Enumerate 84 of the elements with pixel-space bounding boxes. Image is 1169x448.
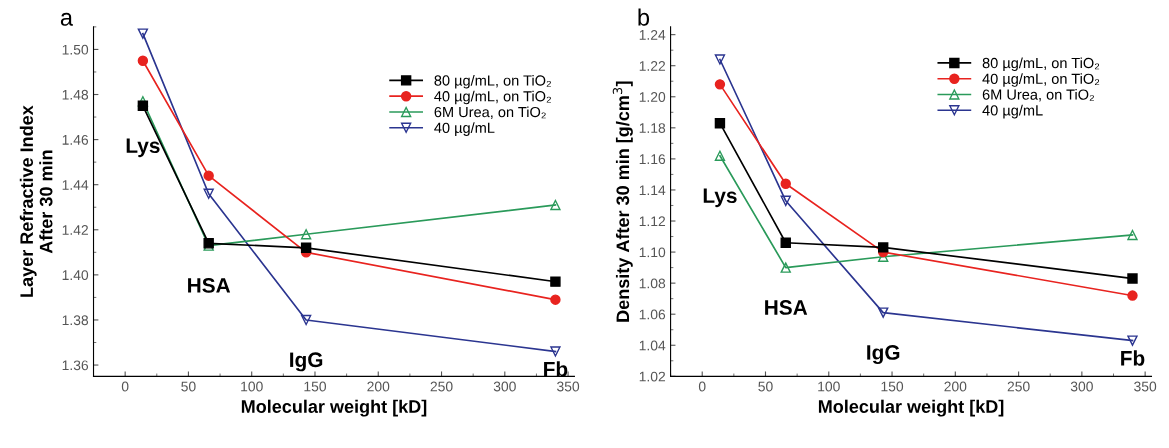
- y-tick-label: 1.40: [62, 270, 89, 281]
- x-tick-label: 0: [121, 381, 129, 392]
- annotation: Lys: [703, 188, 737, 208]
- y-tick-label: 1.16: [639, 154, 666, 165]
- y-tick-label: 1.18: [639, 123, 666, 133]
- point: [780, 178, 791, 189]
- y-tick-label: 1.02: [639, 371, 666, 382]
- point: [714, 54, 726, 65]
- point: [1127, 273, 1138, 284]
- x-tick-label: 50: [181, 381, 196, 392]
- x-tick-label: 100: [241, 381, 263, 392]
- x-tick-label: 150: [304, 381, 327, 392]
- legend-label: 40 µg/mL: [434, 122, 495, 136]
- x-tick-label: 200: [367, 381, 390, 392]
- y-tick-label: 1.10: [639, 247, 666, 258]
- legend-label: 6M Urea, on TiO₂: [434, 106, 546, 119]
- point: [780, 262, 791, 273]
- annotation: HSA: [765, 300, 808, 315]
- chart-title: b: [638, 8, 650, 26]
- x-axis-title: Molecular weight [kD]: [241, 399, 427, 417]
- y-tick-label: 1.24: [639, 29, 666, 40]
- annotation: IgG: [867, 345, 900, 365]
- point: [877, 242, 889, 253]
- annotation: Fb: [544, 361, 568, 377]
- point: [714, 150, 726, 161]
- x-tick-label: 200: [944, 381, 967, 392]
- y-tick-label: 1.20: [639, 92, 666, 102]
- y-tick-label: 1.46: [62, 134, 89, 145]
- y-tick-label: 1.22: [639, 61, 666, 71]
- point: [137, 28, 149, 39]
- legend-label: 80 µg/mL, on TiO₂: [434, 74, 551, 89]
- annotation: Fb: [1121, 350, 1145, 366]
- x-tick-label: 300: [1070, 381, 1093, 392]
- point: [550, 346, 561, 357]
- y-tick-label: 1.14: [639, 185, 666, 195]
- x-tick-label: 300: [493, 381, 516, 392]
- y-tick-label: 1.08: [639, 278, 666, 289]
- y-tick-label: 1.48: [62, 89, 89, 100]
- point: [137, 55, 149, 66]
- legend-label: 6M Urea, on TiO₂: [982, 89, 1094, 102]
- point: [714, 79, 726, 90]
- x-tick-label: 0: [698, 381, 706, 392]
- y-tick-label: 1.06: [639, 309, 666, 320]
- y-axis-title: Density After 30 min [g/cm$^{3}$]: [612, 81, 633, 322]
- point: [714, 117, 726, 129]
- annotation: Lys: [126, 138, 160, 158]
- legend-label: 40 µg/mL, on TiO₂: [982, 73, 1100, 87]
- chart-title: a: [60, 12, 73, 26]
- x-tick-label: 250: [430, 381, 453, 392]
- legend-label: 80 µg/mL, on TiO₂: [982, 57, 1100, 72]
- point: [203, 188, 214, 199]
- point: [203, 170, 214, 181]
- point: [550, 276, 561, 287]
- y-tick-label: 1.50: [62, 44, 89, 55]
- annotation: HSA: [188, 278, 231, 293]
- point: [1127, 335, 1138, 346]
- point: [300, 242, 312, 254]
- x-tick-label: 150: [881, 381, 904, 392]
- point: [780, 237, 791, 248]
- y-tick-label: 1.44: [62, 180, 89, 190]
- point: [550, 294, 561, 305]
- point: [877, 307, 889, 318]
- y-tick-label: 1.38: [62, 315, 89, 326]
- x-axis-title: Molecular weight [kD]: [818, 399, 1004, 417]
- x-tick-label: 250: [1007, 381, 1030, 392]
- y-tick-label: 1.04: [639, 340, 666, 351]
- point: [137, 100, 149, 111]
- point: [1127, 290, 1138, 301]
- x-tick-label: 50: [758, 381, 773, 392]
- annotation: IgG: [290, 352, 323, 372]
- y-axis-title: Layer Refractive Index After 30 min: [19, 105, 53, 297]
- x-tick-label: 100: [818, 381, 840, 392]
- x-tick-label: 350: [557, 381, 580, 392]
- point: [1127, 229, 1138, 241]
- y-tick-label: 1.36: [62, 360, 89, 371]
- point: [780, 195, 791, 207]
- point: [550, 199, 561, 211]
- legend-label: 40 µg/mL: [982, 104, 1043, 119]
- legend-label: 40 µg/mL, on TiO₂: [434, 90, 551, 105]
- point: [300, 229, 312, 240]
- point: [300, 314, 312, 326]
- x-tick-label: 350: [1134, 381, 1157, 392]
- y-tick-label: 1.12: [639, 216, 666, 227]
- y-tick-label: 1.42: [62, 225, 88, 235]
